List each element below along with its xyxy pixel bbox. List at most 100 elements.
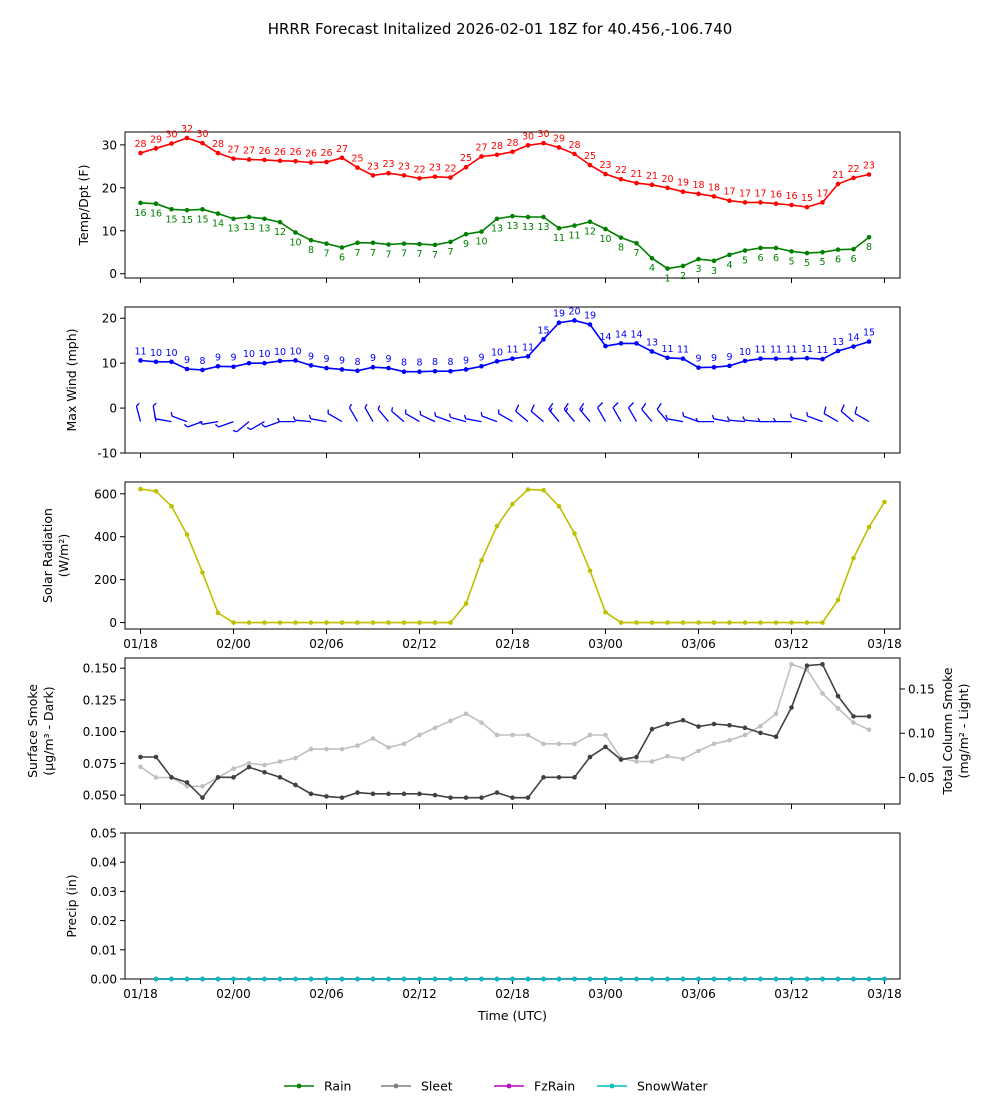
data-label: 5: [819, 257, 825, 268]
data-label: 30: [537, 129, 549, 140]
data-point: [634, 180, 639, 186]
data-point: [417, 732, 422, 738]
data-point: [634, 240, 639, 246]
data-point: [525, 976, 531, 982]
legend-label: Rain: [324, 1079, 351, 1094]
data-label: 6: [850, 254, 856, 265]
data-point: [680, 756, 686, 762]
data-point: [277, 976, 283, 982]
data-point: [680, 356, 686, 361]
data-point: [401, 791, 407, 797]
data-point: [262, 216, 267, 222]
data-point: [649, 620, 655, 625]
data-label: 9: [323, 354, 329, 365]
data-point: [773, 976, 779, 982]
data-label: 5: [788, 256, 794, 267]
data-point: [789, 620, 794, 625]
data-point: [246, 760, 252, 766]
data-label: 21: [630, 169, 642, 180]
data-point: [448, 620, 453, 625]
wind-barb: [419, 410, 436, 423]
data-point: [525, 795, 531, 800]
wind-barb: [327, 409, 343, 423]
y-tick-label: -10: [97, 447, 117, 461]
data-label: 11: [816, 345, 828, 356]
data-point: [820, 356, 825, 362]
data-point: [231, 766, 236, 771]
data-label: 9: [215, 352, 221, 363]
data-point: [308, 363, 314, 368]
data-label: 14: [599, 332, 611, 343]
data-point: [200, 784, 205, 789]
data-point: [680, 620, 686, 625]
data-point: [603, 744, 608, 750]
data-label: 7: [416, 249, 422, 260]
data-point: [773, 356, 779, 361]
data-point: [727, 363, 732, 369]
data-label: 21: [832, 170, 844, 181]
data-label: 7: [323, 249, 329, 260]
data-point: [448, 976, 453, 982]
data-label: 9: [478, 352, 484, 363]
data-point: [463, 976, 469, 982]
data-point: [479, 976, 484, 982]
data-label: 6: [835, 255, 841, 266]
data-point: [417, 976, 422, 982]
data-point: [479, 363, 484, 369]
data-point: [355, 240, 360, 246]
data-point: [572, 976, 577, 982]
wind-barb: [711, 414, 730, 423]
data-point: [200, 795, 205, 800]
data-point: [835, 706, 841, 711]
data-point: [510, 976, 515, 982]
x-tick-label: 01/18: [123, 637, 158, 651]
data-label: 18: [692, 180, 704, 191]
data-label: 15: [863, 328, 875, 339]
wind-barb: [276, 417, 296, 423]
data-label: 16: [134, 208, 146, 219]
data-point: [215, 976, 221, 982]
data-point: [773, 711, 779, 717]
data-point: [851, 976, 856, 982]
wind-barb: [261, 420, 281, 428]
data-point: [665, 266, 670, 271]
y-tick-label: 0: [109, 616, 117, 630]
wind-barb: [246, 421, 265, 431]
data-label: 11: [661, 344, 673, 355]
data-point: [603, 171, 608, 177]
data-point: [246, 360, 252, 366]
x-tick-label: 02/00: [216, 637, 251, 651]
data-label: 8: [199, 356, 205, 367]
wind-barb: [563, 402, 575, 423]
data-point: [463, 367, 469, 372]
data-point: [200, 367, 205, 373]
data-label: 23: [367, 161, 379, 172]
wind-barb: [806, 411, 823, 423]
data-label: 28: [491, 141, 503, 152]
legend: Rain Sleet FzRain SnowWater: [284, 1079, 709, 1094]
data-point: [200, 206, 205, 212]
data-point: [184, 976, 190, 982]
data-point: [184, 784, 190, 789]
data-point: [386, 170, 391, 176]
data-point: [200, 140, 205, 146]
data-point: [370, 736, 376, 741]
data-point: [587, 219, 593, 225]
wind-barb: [391, 407, 405, 423]
data-label: 21: [646, 171, 658, 182]
data-point: [851, 714, 856, 719]
data-point: [169, 206, 174, 212]
data-point: [494, 976, 500, 982]
data-point: [587, 976, 593, 982]
y-axis-label: Max Wind (mph): [64, 329, 79, 432]
data-point: [417, 620, 422, 625]
data-point: [510, 356, 515, 361]
data-point: [277, 759, 283, 764]
data-label: 17: [754, 188, 766, 199]
wind-barb: [153, 414, 172, 423]
data-point: [742, 732, 748, 738]
data-point: [169, 359, 174, 365]
data-point: [572, 151, 577, 157]
data-point: [494, 359, 500, 364]
x-tick-label: 03/18: [867, 637, 902, 651]
